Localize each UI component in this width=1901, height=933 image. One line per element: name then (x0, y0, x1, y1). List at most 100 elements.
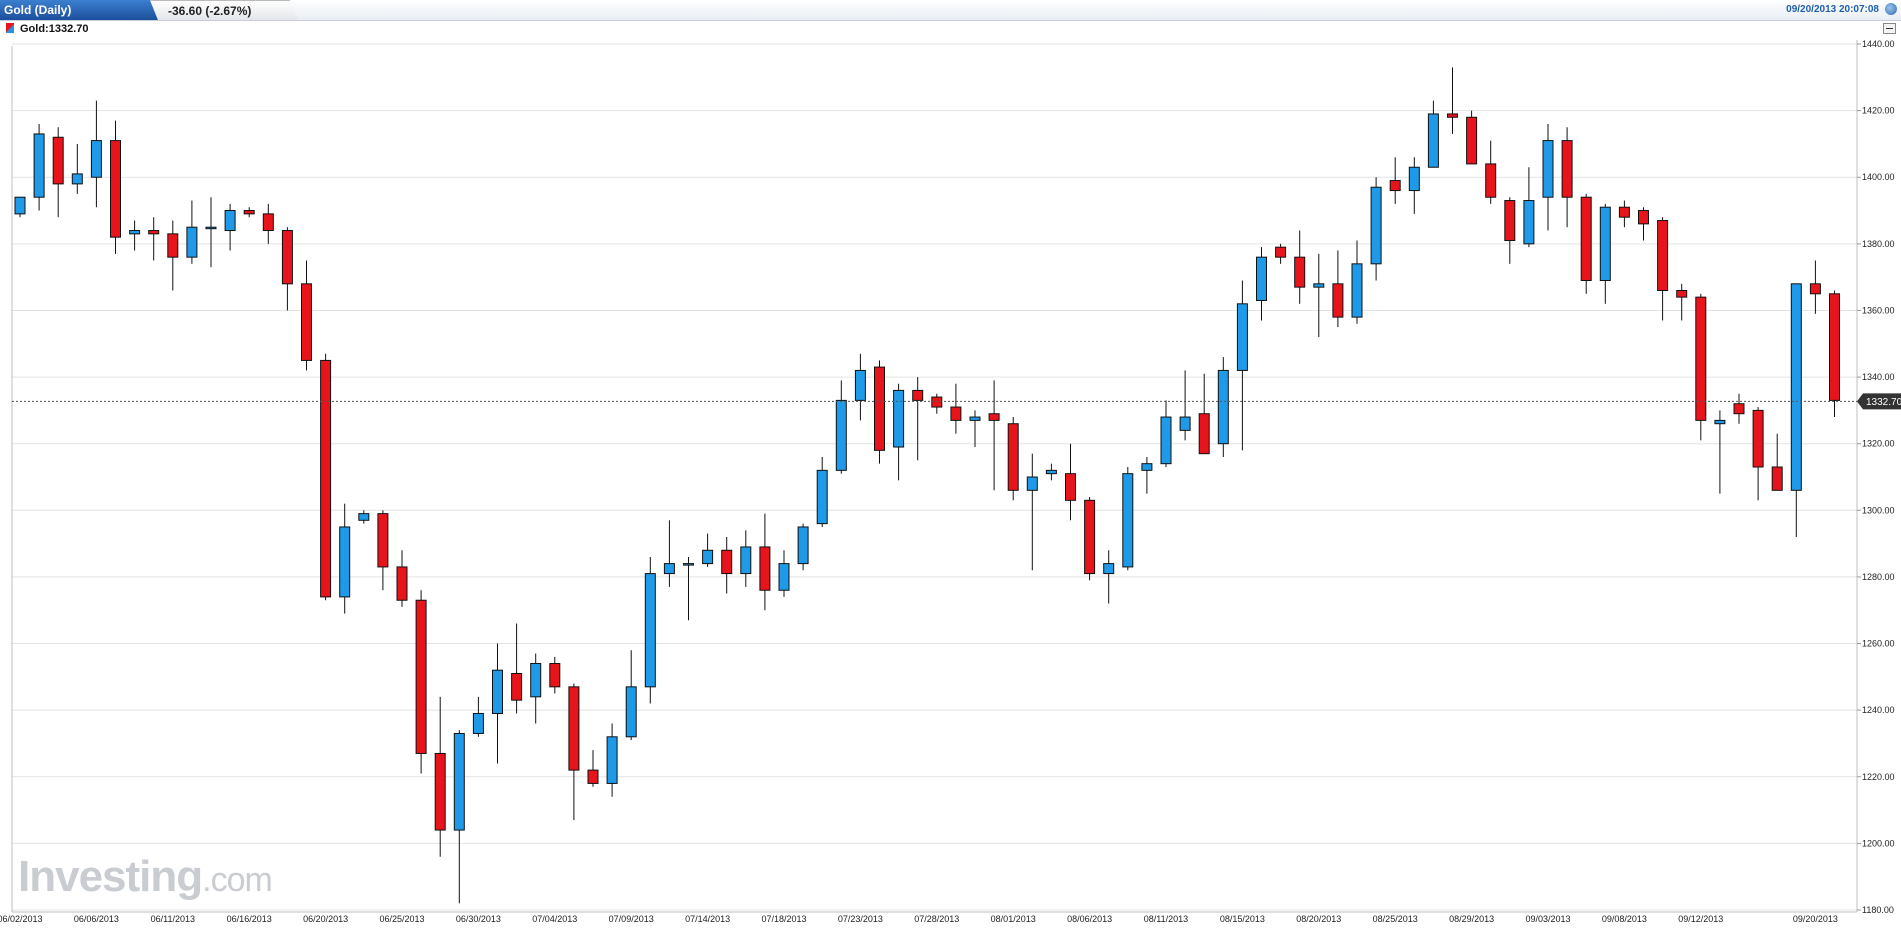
candle-up (797, 526, 809, 565)
candle-down (1294, 256, 1306, 288)
candle-down (301, 283, 312, 361)
candle-up (358, 513, 370, 521)
x-tick-label: 08/29/2013 (1449, 914, 1494, 924)
candle-down (1065, 473, 1076, 501)
x-tick-label: 07/04/2013 (532, 914, 577, 924)
candle-down (511, 673, 523, 701)
y-tick-label: 1360.00 (1862, 305, 1895, 315)
y-tick-label: 1260.00 (1862, 639, 1895, 649)
candle-up (644, 573, 656, 688)
x-tick-label: 07/09/2013 (609, 914, 654, 924)
candle-up (1160, 416, 1172, 465)
y-tick-label: 1380.00 (1862, 239, 1895, 249)
candle-up (893, 389, 905, 448)
collapse-icon[interactable] (1883, 23, 1896, 34)
candle-up (606, 736, 618, 784)
candle-up (14, 196, 26, 215)
candle-up (472, 712, 484, 734)
candle-up (1351, 263, 1363, 318)
legend: Gold:1332.70 (6, 23, 88, 35)
candle-down (1638, 210, 1649, 225)
candle-up (740, 546, 752, 575)
x-tick-label: 07/18/2013 (761, 914, 806, 924)
candle-up (129, 230, 141, 235)
candle-down (950, 406, 962, 421)
candle-up (1599, 206, 1611, 281)
candle-down (988, 413, 1000, 421)
candle-down (759, 546, 771, 591)
candle-down (415, 599, 427, 754)
candle-down (281, 230, 293, 285)
investing-logo: Investing.com (18, 852, 273, 902)
candle-up (33, 133, 45, 198)
candle-down (874, 366, 885, 451)
candle-down (1580, 196, 1592, 281)
candle-up (663, 563, 675, 575)
candle-up (1217, 369, 1229, 445)
candle-down (549, 663, 561, 688)
y-axis-ticks: 1180.00 1200.00 1220.00 1240.00 1260.00 1280.… (1857, 39, 1895, 915)
x-axis-ticks: 06/02/2013 06/06/2013 06/11/2013 06/16/2013… (0, 914, 1838, 924)
x-tick-label: 07/23/2013 (838, 914, 883, 924)
candle-up (1122, 473, 1134, 568)
candle-down (1676, 289, 1688, 298)
candle-up (1542, 140, 1554, 198)
candle-down (587, 769, 599, 784)
chart-toolbar: Gold (Daily) -36.60 (-2.67%) 09/20/2013 … (0, 0, 1901, 21)
x-tick-label: 08/01/2013 (991, 914, 1036, 924)
timestamp: 09/20/2013 20:07:08 (1786, 4, 1879, 15)
x-tick-label: 06/16/2013 (227, 914, 272, 924)
candle-down (721, 549, 733, 575)
chart-title: Gold (Daily) (4, 3, 72, 17)
candle-down (377, 513, 389, 568)
candle-up (1179, 416, 1191, 431)
candle-up (186, 226, 198, 258)
y-tick-label: 1400.00 (1862, 172, 1895, 182)
x-tick-label: 08/25/2013 (1373, 914, 1418, 924)
candle-up (339, 526, 351, 598)
candle-up (1141, 463, 1153, 471)
candle-down (1466, 116, 1478, 165)
candle-up (90, 140, 102, 178)
candle-up (1236, 303, 1248, 371)
candle-up (1256, 256, 1267, 301)
y-tick-label: 1220.00 (1862, 772, 1895, 782)
x-tick-label: 09/08/2013 (1602, 914, 1647, 924)
y-tick-label: 1180.00 (1862, 905, 1894, 915)
candle-up (1427, 113, 1439, 168)
chart-title-tab[interactable]: Gold (Daily) (0, 0, 158, 20)
candle-down (262, 213, 274, 232)
y-tick-label: 1300.00 (1862, 505, 1895, 515)
price-change: -36.60 (-2.67%) (168, 4, 252, 18)
candle-down (1332, 283, 1344, 318)
candle-down (1007, 423, 1019, 491)
candle-down (167, 233, 179, 258)
settings-icon[interactable] (1885, 3, 1897, 15)
candle-up (1714, 419, 1726, 425)
candle-down (912, 389, 924, 401)
y-tick-label: 1320.00 (1862, 439, 1895, 449)
candle-up (625, 686, 637, 738)
candle-up (492, 669, 503, 714)
candle-up (683, 563, 694, 566)
candle-up (530, 663, 542, 698)
x-tick-label: 07/28/2013 (914, 914, 959, 924)
x-tick-label: 08/15/2013 (1220, 914, 1265, 924)
candle-down (243, 210, 255, 215)
price-change-tab: -36.60 (-2.67%) (150, 0, 298, 20)
candle-up (1045, 469, 1057, 475)
candle-down (1084, 499, 1096, 575)
candle-up (816, 469, 828, 525)
last-price-marker: 1332.70 (12, 393, 1901, 410)
x-tick-label: 06/20/2013 (303, 914, 348, 924)
candles-group (14, 67, 1840, 904)
candle-down (1752, 409, 1764, 468)
y-tick-label: 1420.00 (1862, 106, 1895, 116)
candle-up (1313, 283, 1325, 288)
x-tick-label: 07/14/2013 (685, 914, 730, 924)
x-tick-label: 06/06/2013 (74, 914, 119, 924)
x-tick-label: 06/02/2013 (0, 914, 43, 924)
candle-up (1026, 476, 1038, 491)
y-tick-label: 1240.00 (1862, 705, 1895, 715)
x-tick-label: 09/20/2013 (1793, 914, 1838, 924)
